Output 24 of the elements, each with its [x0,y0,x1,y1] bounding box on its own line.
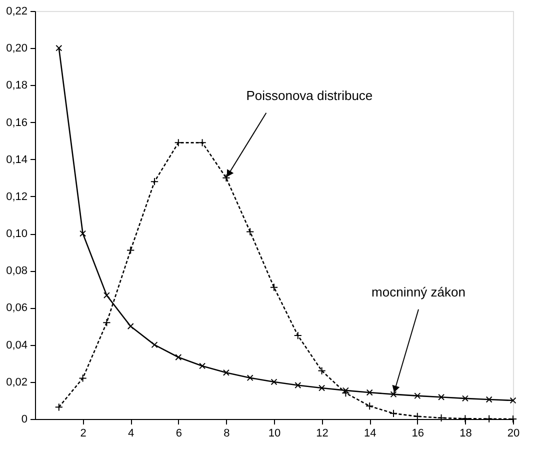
y-tick-label: 0,22 [6,6,28,18]
annotation: mocninný zákon [372,284,466,300]
x-tick-label: 20 [507,428,520,440]
x-tick-label: 16 [412,428,424,440]
y-tick-label: 0,06 [6,302,28,314]
y-tick-label: 0,14 [6,154,28,166]
x-tick-label: 8 [224,428,230,440]
y-tick-label: 0,18 [6,80,28,92]
annotation: Poissonova distribuce [246,88,373,103]
x-tick-label: 14 [364,428,376,440]
x-tick-label: 2 [80,428,86,440]
x-tick-label: 12 [316,428,328,440]
y-tick-label: 0,02 [6,376,28,388]
x-tick-label: 18 [460,428,472,440]
y-tick-label: 0,10 [6,228,28,240]
y-tick-label: 0 [21,414,28,426]
y-tick-label: 0,04 [6,339,28,352]
y-tick-label: 0,12 [6,190,28,203]
y-tick-label: 0,20 [6,42,28,55]
x-tick-label: 6 [176,428,182,440]
x-tick-label: 4 [128,428,134,440]
x-tick-label: 10 [268,428,281,440]
y-tick-label: 0,08 [6,265,28,278]
y-tick-label: 0,16 [6,116,28,129]
